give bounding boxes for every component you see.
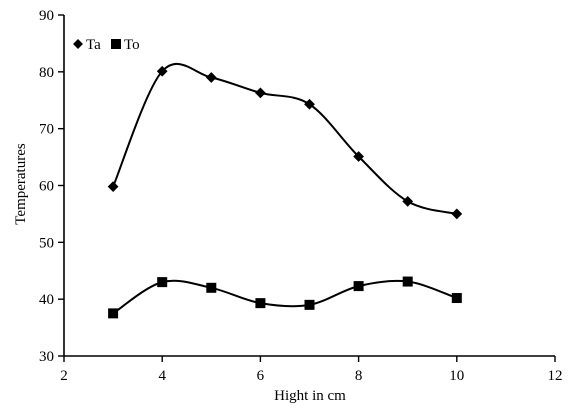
y-tick-label: 50 xyxy=(39,235,54,251)
y-axis-title: Temperatures xyxy=(13,143,29,225)
series-to xyxy=(108,276,462,319)
data-point-ta xyxy=(205,72,217,83)
data-point-to xyxy=(353,281,364,292)
data-point-to xyxy=(255,298,266,309)
y-ticks: 30 40 50 60 70 80 90 xyxy=(39,8,64,365)
y-tick-label: 80 xyxy=(39,65,54,81)
legend-item-ta: Ta xyxy=(73,37,101,53)
data-point-to xyxy=(157,277,168,288)
x-tick-label: 12 xyxy=(548,368,563,384)
x-tick-label: 4 xyxy=(158,368,166,384)
y-tick-label: 40 xyxy=(39,292,54,308)
legend-marker-ta xyxy=(73,39,83,49)
series-ta xyxy=(107,63,463,220)
y-tick-label: 60 xyxy=(39,179,54,195)
data-point-to xyxy=(451,293,462,304)
x-ticks: 2 4 6 8 10 12 xyxy=(60,356,563,384)
x-axis-title: Hight in cm xyxy=(274,388,346,404)
legend-label-to: To xyxy=(124,37,140,53)
data-point-to xyxy=(108,308,119,319)
x-tick-label: 6 xyxy=(257,368,265,384)
series-line-ta xyxy=(112,63,458,215)
legend-marker-to xyxy=(111,39,121,49)
data-point-ta xyxy=(451,208,463,220)
data-point-to xyxy=(304,299,315,310)
legend-item-to: To xyxy=(111,37,140,53)
data-point-to xyxy=(206,282,217,293)
x-tick-label: 10 xyxy=(449,368,464,384)
data-point-to xyxy=(402,276,413,287)
y-tick-label: 70 xyxy=(39,122,54,138)
data-point-ta xyxy=(255,87,266,99)
legend: Ta To xyxy=(73,37,140,53)
data-point-ta xyxy=(402,196,414,207)
data-point-ta xyxy=(107,181,119,193)
legend-label-ta: Ta xyxy=(86,37,101,53)
y-tick-label: 90 xyxy=(39,8,54,24)
y-tick-label: 30 xyxy=(39,349,54,365)
x-tick-label: 2 xyxy=(60,368,68,384)
x-tick-label: 8 xyxy=(355,368,363,384)
series-layer xyxy=(107,63,463,319)
